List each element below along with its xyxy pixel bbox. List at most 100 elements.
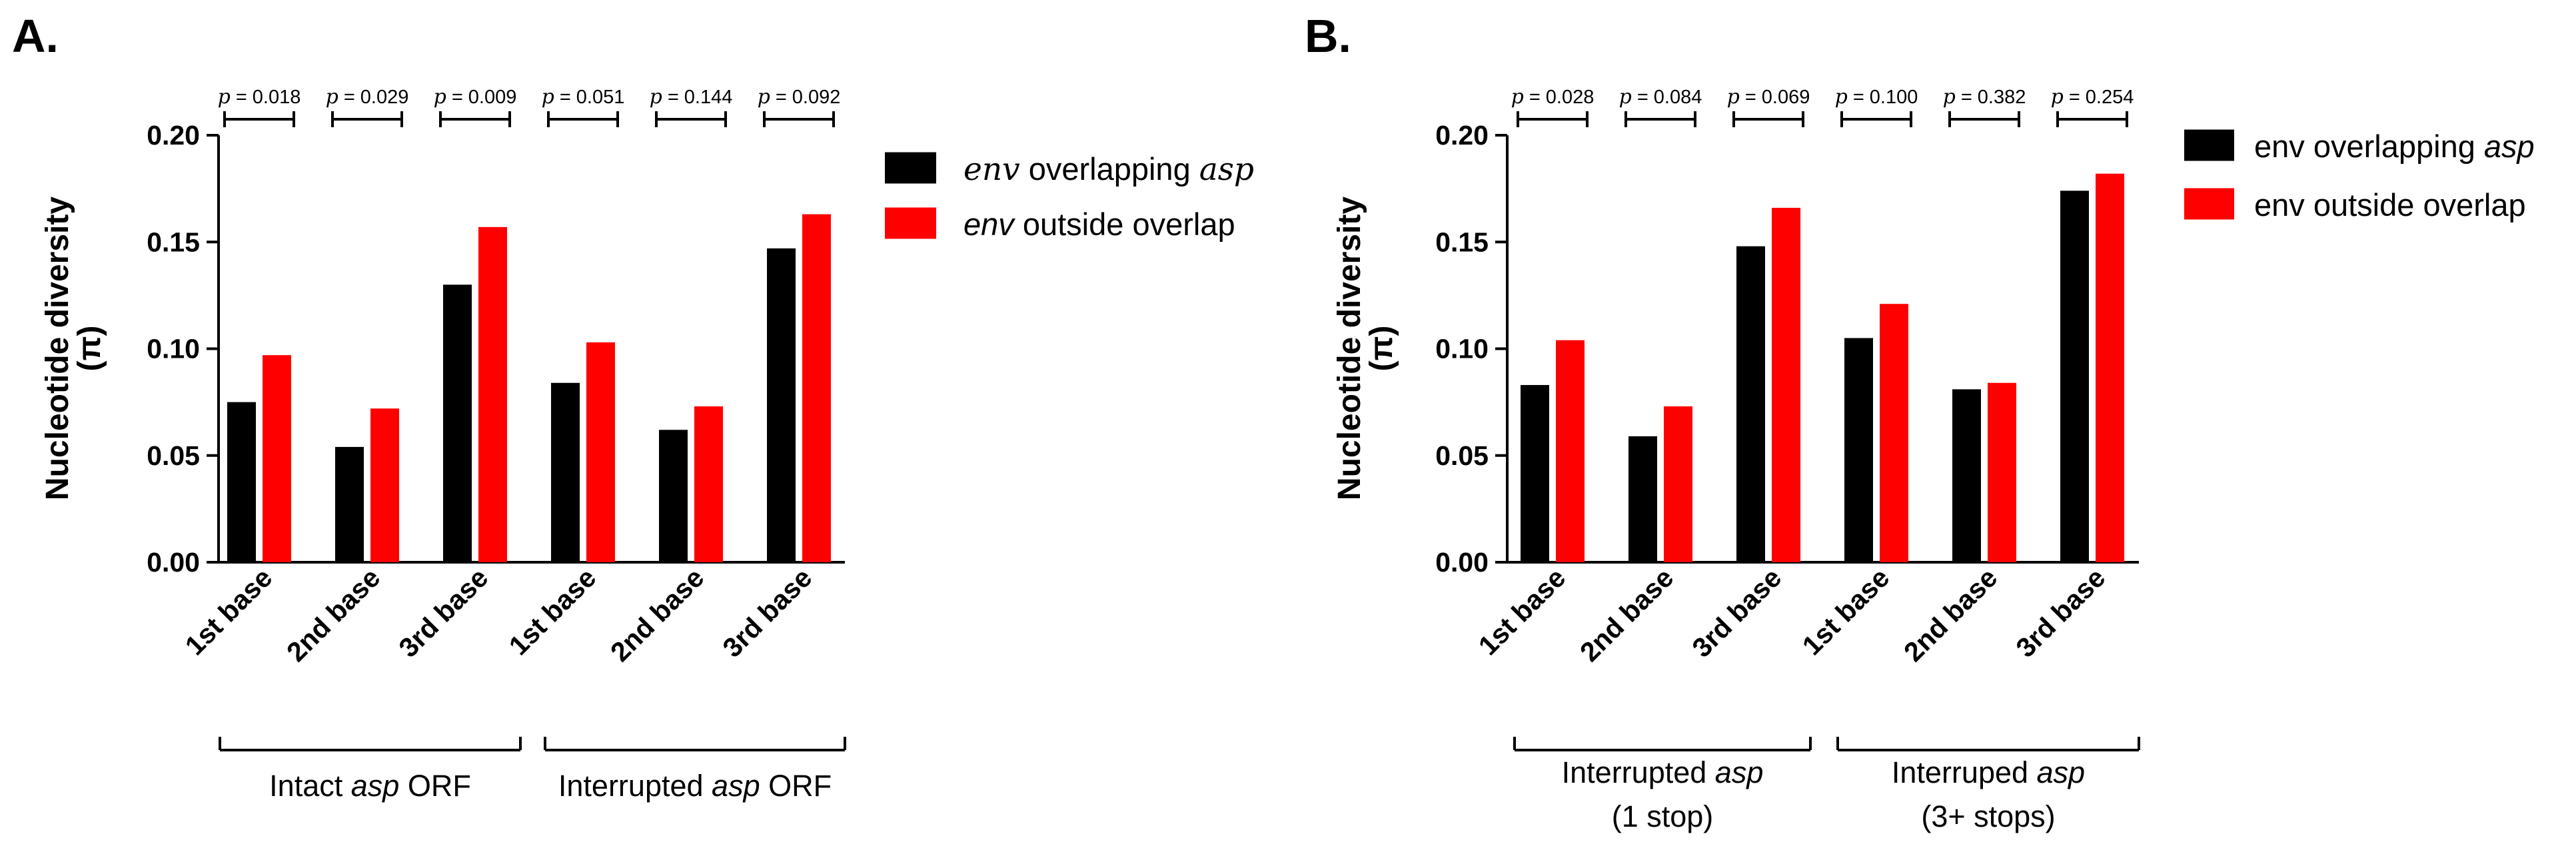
pvalue-number: = 0.029: [344, 87, 409, 108]
bar-overlapping: [1952, 389, 1981, 562]
pvalue-label: p = 0.028: [1511, 85, 1595, 109]
bar-overlapping: [1521, 384, 1549, 562]
legend-label-overlapping: env overlapping asp: [964, 151, 1254, 188]
pvalue-number: = 0.144: [668, 87, 733, 108]
pvalue-symbol: p: [758, 85, 770, 109]
group-label-part: ORF: [760, 769, 832, 803]
pvalue-symbol: p: [1619, 85, 1632, 109]
pvalue-symbol: p: [542, 85, 554, 109]
group-label-part: (3+ stops): [1921, 799, 2055, 833]
bar-outside: [1880, 304, 1908, 562]
x-tick-label: 2nd base: [281, 562, 386, 667]
x-tick-label: 3rd base: [1686, 562, 1788, 663]
group-label: Interrupted asp ORF: [558, 769, 832, 803]
pvalue-number: = 0.051: [560, 87, 625, 108]
pvalue-number: = 0.069: [1745, 87, 1810, 108]
bar-outside: [2096, 173, 2124, 562]
pvalue-number: = 0.084: [1637, 87, 1702, 108]
x-tick-label: 2nd base: [604, 562, 710, 667]
group-label-part: Interrupted: [558, 769, 712, 803]
pvalue-number: = 0.028: [1529, 87, 1595, 108]
legend-label-outside: env outside overlap: [964, 207, 1235, 242]
group-label-part: Interrupted: [1562, 755, 1715, 789]
pvalue-number: = 0.009: [452, 87, 517, 108]
y-tick-label: 0.15: [1435, 226, 1489, 257]
y-tick-label: 0.05: [147, 440, 200, 471]
pvalue-symbol: p: [218, 85, 231, 109]
y-tick-label: 0.10: [147, 334, 200, 364]
bar-outside: [586, 342, 615, 562]
legend-label-outside-part: env: [964, 207, 1015, 242]
panel-label: A.: [12, 10, 59, 62]
pvalue-label: p = 0.018: [218, 85, 301, 109]
group-label-part: asp: [351, 769, 400, 803]
x-tick-label: 3rd base: [393, 562, 494, 663]
x-tick-label: 3rd base: [717, 562, 818, 663]
legend-label-overlapping-part: asp: [2484, 129, 2535, 164]
bar-outside: [1988, 382, 2016, 562]
pvalue-label: p = 0.069: [1727, 85, 1810, 109]
group-label-part: (1 stop): [1612, 799, 1714, 833]
group-label: (3+ stops): [1921, 799, 2055, 833]
bar-outside: [802, 214, 831, 563]
bar-outside: [370, 408, 399, 562]
bar-overlapping: [1736, 246, 1765, 562]
bar-outside: [1556, 340, 1585, 562]
y-axis-label: Nucleotide diversity: [1332, 197, 1367, 500]
bar-overlapping: [659, 430, 688, 562]
pvalue-label: p = 0.051: [542, 85, 625, 109]
bar-overlapping: [1628, 436, 1657, 562]
y-tick-label: 0.10: [1435, 334, 1489, 364]
pvalue-symbol: p: [1511, 85, 1524, 109]
panel-a: A. 0.00 0.05 0.10 0.15 0.20 Nucleotide diversi…: [12, 10, 1254, 803]
bar-overlapping: [2060, 191, 2089, 563]
legend-label-overlapping-part: env: [964, 151, 1020, 188]
x-tick-label: 3rd base: [2010, 562, 2112, 663]
bar-outside: [694, 406, 723, 562]
group-label-part: asp: [712, 769, 760, 803]
pvalue-label: p = 0.084: [1619, 85, 1702, 109]
legend-swatch-outside: [885, 207, 936, 239]
pvalue-number: = 0.018: [236, 87, 301, 108]
bar-outside: [263, 355, 291, 562]
group-label: Interrupted asp: [1562, 755, 1764, 789]
legend-label-overlapping-part: env overlapping: [2254, 129, 2484, 164]
y-axis-label: Nucleotide diversity: [40, 197, 75, 500]
group-label-part: Interruped: [1892, 755, 2037, 789]
pvalue-symbol: p: [1943, 85, 1956, 109]
pvalue-label: p = 0.382: [1943, 85, 2026, 109]
y-tick-label: 0.15: [147, 226, 200, 257]
y-tick-label: 0.00: [147, 547, 200, 578]
pvalue-number: = 0.254: [2069, 87, 2134, 108]
y-tick-label: 0.20: [147, 120, 200, 151]
pvalue-symbol: p: [1835, 85, 1848, 109]
pvalue-symbol: p: [650, 85, 662, 109]
y-tick-label: 0.00: [1435, 547, 1489, 578]
legend-label-outside-part: outside overlap: [1014, 207, 1235, 242]
x-tick-label: 1st base: [1796, 562, 1896, 661]
bar-overlapping: [227, 402, 256, 562]
legend-label-overlapping: env overlapping asp: [2254, 129, 2535, 164]
legend-swatch-outside: [2184, 188, 2234, 220]
group-label: Interruped asp: [1892, 755, 2085, 789]
bar-outside: [478, 226, 507, 562]
y-tick-label: 0.05: [1435, 440, 1489, 471]
pvalue-label: p = 0.144: [650, 85, 733, 109]
x-tick-label: 2nd base: [1574, 562, 1679, 667]
panel-b: B. 0.00 0.05 0.10 0.15 0.20 Nucleotide diversi…: [1305, 10, 2535, 833]
group-label: (1 stop): [1612, 799, 1714, 833]
bar-overlapping: [335, 446, 364, 562]
panel-label: B.: [1305, 10, 1351, 62]
legend-label-overlapping-part: asp: [1199, 151, 1254, 188]
pvalue-symbol: p: [2051, 85, 2064, 109]
pvalue-label: p = 0.092: [758, 85, 841, 109]
pvalue-label: p = 0.009: [434, 85, 517, 109]
legend-label-overlapping-part: overlapping: [1020, 151, 1199, 187]
y-axis-label-symbol: (π): [72, 326, 107, 372]
group-label-part: asp: [1715, 755, 1764, 789]
x-tick-label: 2nd base: [1898, 562, 2003, 667]
bar-overlapping: [551, 382, 580, 562]
pvalue-symbol: p: [1727, 85, 1740, 109]
pvalue-number: = 0.092: [776, 87, 841, 108]
